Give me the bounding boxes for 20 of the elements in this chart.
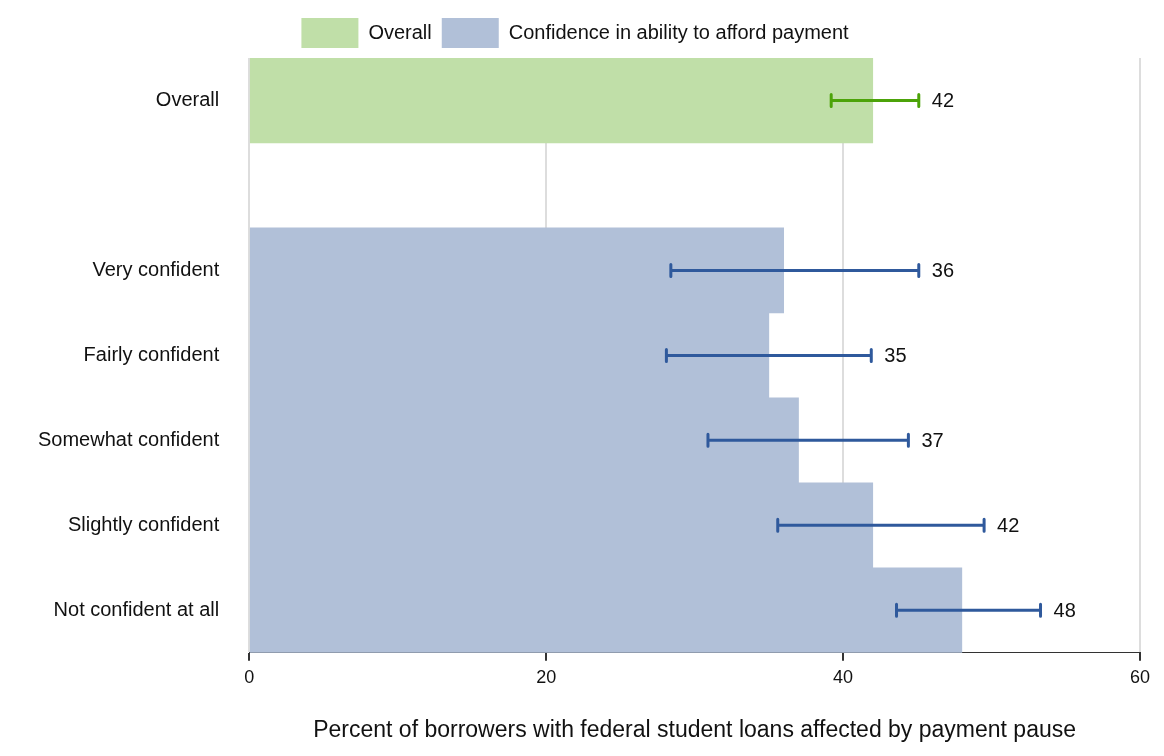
annotation: 42 — [931, 89, 955, 111]
y-tick-label: Slightly confident — [68, 512, 220, 535]
annotation: 35 — [884, 343, 907, 366]
annotation: 37 — [921, 428, 944, 451]
x-tick-label: 40 — [833, 666, 854, 687]
x-tick-label: 0 — [244, 666, 255, 687]
legend-label: Confidence in ability to afford payment — [508, 20, 850, 43]
y-tick-label: Fairly confident — [83, 342, 220, 365]
x-tick-label: 20 — [536, 666, 557, 687]
y-tick-label: Not confident at all — [53, 597, 220, 620]
y-tick-label: Overall — [155, 88, 220, 110]
annotation: 42 — [997, 513, 1020, 536]
bar — [249, 58, 874, 144]
annotation: 36 — [931, 258, 955, 281]
annotation: 48 — [1053, 598, 1076, 621]
y-tick-label: Somewhat confident — [37, 427, 220, 450]
x-tick-label: 60 — [1129, 666, 1150, 687]
legend-label: Overall — [368, 20, 432, 43]
x-axis-title: Percent of borrowers with federal student loans affected by payment pause — [313, 715, 1077, 742]
y-tick-label: Very confident — [92, 257, 220, 280]
